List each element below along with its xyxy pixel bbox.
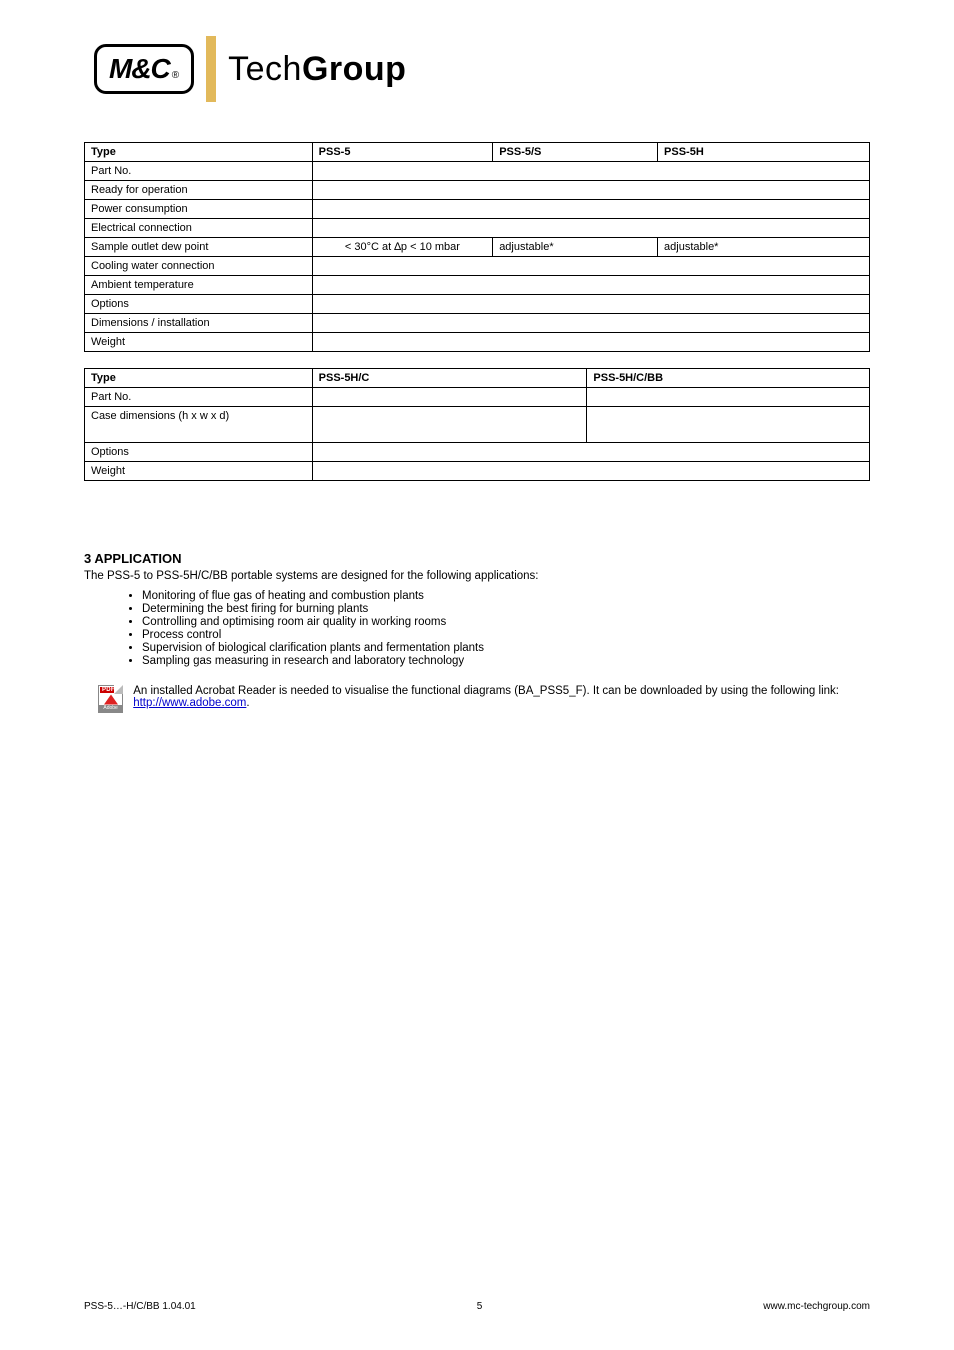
pdf-note-text: An installed Acrobat Reader is needed to… bbox=[133, 685, 870, 709]
pdf-note-part2: . bbox=[246, 697, 249, 709]
logo-brand-text: M&C bbox=[109, 53, 170, 85]
t1-val bbox=[312, 219, 869, 238]
t2-label: Weight bbox=[85, 462, 313, 481]
t1-label: Weight bbox=[85, 333, 313, 352]
list-item: Monitoring of flue gas of heating and co… bbox=[142, 590, 870, 602]
footer-page: 5 bbox=[477, 1301, 483, 1312]
t1-label: Sample outlet dew point bbox=[85, 238, 313, 257]
t1-val: adjustable* bbox=[493, 238, 658, 257]
pdf-triangle-glyph bbox=[104, 695, 118, 705]
t2-hdr-label: Type bbox=[85, 369, 313, 388]
t1-label: Power consumption bbox=[85, 200, 313, 219]
t1-label: Part No. bbox=[85, 162, 313, 181]
logo-registered: ® bbox=[172, 70, 179, 81]
t1-val bbox=[312, 257, 869, 276]
t1-val: adjustable* bbox=[658, 238, 870, 257]
t1-label: Dimensions / installation bbox=[85, 314, 313, 333]
table-row: Part No. bbox=[85, 388, 870, 407]
t2-hdr-c2: PSS-5H/C bbox=[312, 369, 587, 388]
t1-label: Ready for operation bbox=[85, 181, 313, 200]
t2-val bbox=[587, 388, 870, 407]
footer-right: www.mc-techgroup.com bbox=[763, 1301, 870, 1312]
t2-label: Part No. bbox=[85, 388, 313, 407]
pdf-note-part1: An installed Acrobat Reader is needed to… bbox=[133, 685, 839, 697]
pdf-note: PDF Adobe An installed Acrobat Reader is… bbox=[98, 685, 870, 713]
spec-table-1: Type PSS-5 PSS-5/S PSS-5H Part No. Ready… bbox=[84, 142, 870, 352]
t1-hdr-label: Type bbox=[85, 143, 313, 162]
t1-val bbox=[312, 295, 869, 314]
t1-val bbox=[312, 162, 869, 181]
table-row: Type PSS-5H/C PSS-5H/C/BB bbox=[85, 369, 870, 388]
pdf-icon: PDF Adobe bbox=[98, 685, 123, 713]
t1-hdr-c2: PSS-5 bbox=[312, 143, 493, 162]
t2-val bbox=[312, 407, 587, 443]
logo-wordmark-group: Group bbox=[302, 50, 406, 88]
table-row: Type PSS-5 PSS-5/S PSS-5H bbox=[85, 143, 870, 162]
t1-val bbox=[312, 333, 869, 352]
adobe-link[interactable]: http://www.adobe.com bbox=[133, 697, 246, 709]
page-footer: PSS-5…-H/C/BB 1.04.01 5 www.mc-techgroup… bbox=[84, 1301, 870, 1312]
table-row: Options bbox=[85, 443, 870, 462]
t1-val bbox=[312, 200, 869, 219]
logo-divider-bar bbox=[206, 36, 216, 102]
t1-hdr-c3: PSS-5/S bbox=[493, 143, 658, 162]
t1-hdr-c4: PSS-5H bbox=[658, 143, 870, 162]
t1-label: Options bbox=[85, 295, 313, 314]
t2-hdr-c3: PSS-5H/C/BB bbox=[587, 369, 870, 388]
list-item: Controlling and optimising room air qual… bbox=[142, 616, 870, 628]
list-item: Determining the best firing for burning … bbox=[142, 603, 870, 615]
t1-label: Ambient temperature bbox=[85, 276, 313, 295]
t2-val bbox=[312, 388, 587, 407]
t2-label: Options bbox=[85, 443, 313, 462]
table-row: Electrical connection bbox=[85, 219, 870, 238]
t1-val bbox=[312, 314, 869, 333]
table-row: Part No. bbox=[85, 162, 870, 181]
table-row: Weight bbox=[85, 333, 870, 352]
pdf-badge-text: PDF bbox=[100, 687, 117, 693]
t1-label: Cooling water connection bbox=[85, 257, 313, 276]
pdf-adobe-text: Adobe bbox=[99, 705, 122, 712]
t2-label: Case dimensions (h x w x d) bbox=[85, 407, 313, 443]
table-row: Sample outlet dew point < 30°C at ∆p < 1… bbox=[85, 238, 870, 257]
list-item: Supervision of biological clarification … bbox=[142, 642, 870, 654]
table-row: Dimensions / installation bbox=[85, 314, 870, 333]
table-row: Ambient temperature bbox=[85, 276, 870, 295]
logo-wordmark: TechGroup bbox=[228, 50, 406, 89]
table-row: Cooling water connection bbox=[85, 257, 870, 276]
t2-val bbox=[587, 407, 870, 443]
t2-val bbox=[312, 443, 869, 462]
section-intro: The PSS-5 to PSS-5H/C/BB portable system… bbox=[84, 570, 870, 582]
t2-val bbox=[312, 462, 869, 481]
table-row: Options bbox=[85, 295, 870, 314]
table-row: Case dimensions (h x w x d) bbox=[85, 407, 870, 443]
t1-val bbox=[312, 276, 869, 295]
list-item: Process control bbox=[142, 629, 870, 641]
table-row: Weight bbox=[85, 462, 870, 481]
logo-badge: M&C ® bbox=[94, 44, 194, 94]
application-list: Monitoring of flue gas of heating and co… bbox=[84, 590, 870, 667]
spec-table-2: Type PSS-5H/C PSS-5H/C/BB Part No. Case … bbox=[84, 368, 870, 481]
t1-label: Electrical connection bbox=[85, 219, 313, 238]
t1-val: < 30°C at ∆p < 10 mbar bbox=[312, 238, 493, 257]
logo: M&C ® TechGroup bbox=[94, 36, 870, 102]
list-item: Sampling gas measuring in research and l… bbox=[142, 655, 870, 667]
t1-val bbox=[312, 181, 869, 200]
table-row: Power consumption bbox=[85, 200, 870, 219]
section-heading-application: 3 APPLICATION bbox=[84, 551, 870, 566]
logo-wordmark-tech: Tech bbox=[228, 50, 302, 88]
table-row: Ready for operation bbox=[85, 181, 870, 200]
footer-left: PSS-5…-H/C/BB 1.04.01 bbox=[84, 1301, 196, 1312]
